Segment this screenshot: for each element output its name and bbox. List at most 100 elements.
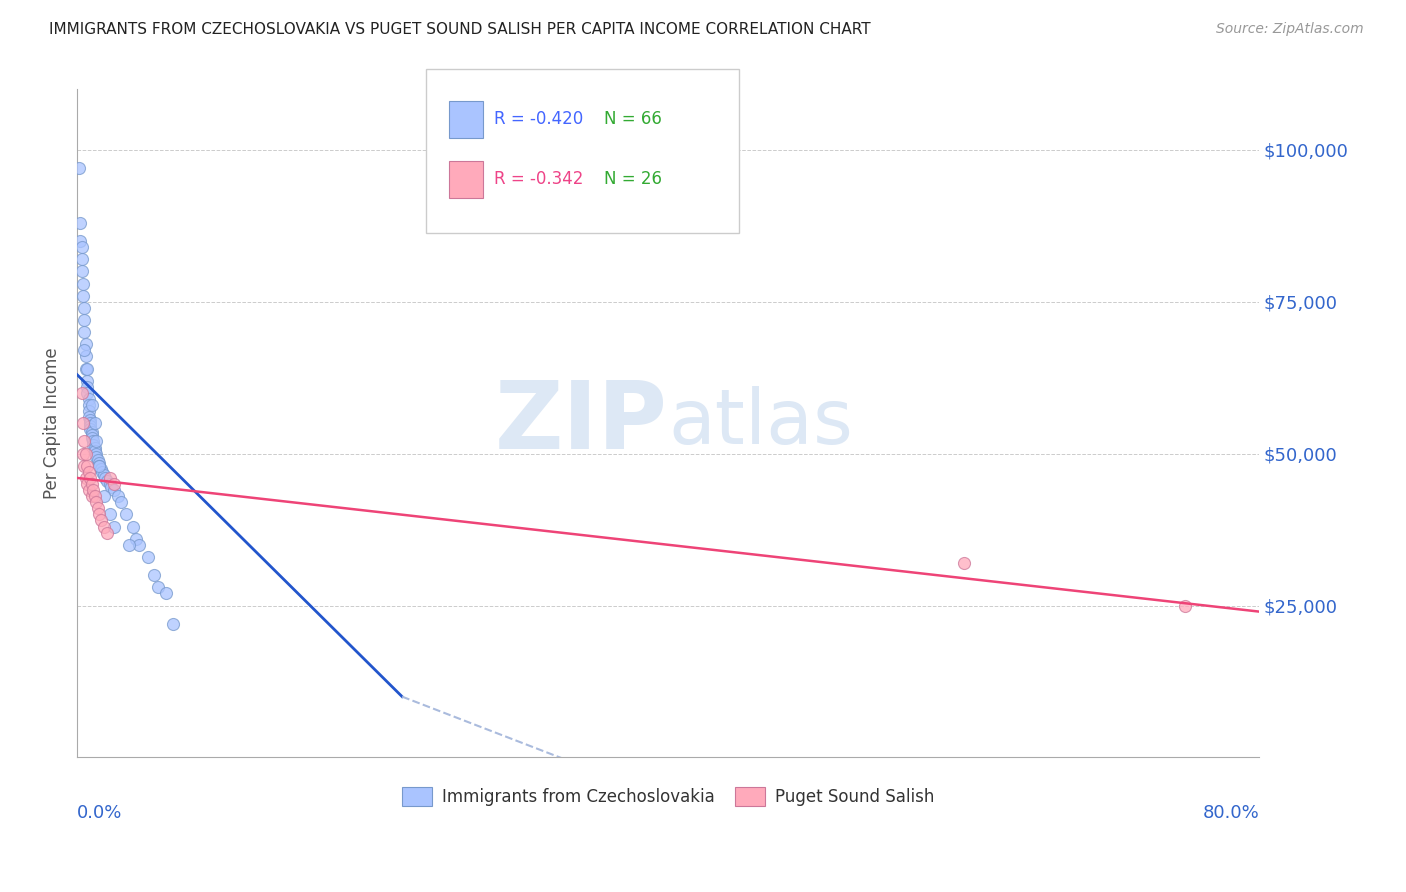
Point [75,447,97,461]
Point [76,385,98,400]
Point [82,434,104,449]
Point [98,471,121,485]
Point [72,417,94,431]
Point [77,465,100,479]
Point [93,467,115,482]
Point [84,447,107,461]
Text: N = 66: N = 66 [605,111,662,128]
Text: N = 26: N = 26 [605,170,662,188]
Point [103,519,125,533]
Point [79,422,101,436]
Point [67,161,90,175]
Point [82,437,104,451]
Text: ZIP: ZIP [495,377,668,469]
Point [115,508,138,522]
Point [100,480,122,494]
Point [70,264,93,278]
Point [87,452,110,467]
Point [80,477,103,491]
Point [72,447,94,461]
Point [83,441,105,455]
Point [107,489,129,503]
Point [82,483,104,497]
Point [90,513,112,527]
Point [91,465,114,479]
Point [80,432,103,446]
Point [72,288,94,302]
Point [128,538,150,552]
Point [96,474,118,488]
Point [952,556,974,570]
Point [76,361,98,376]
Point [93,489,115,503]
Point [77,398,100,412]
Point [77,410,100,425]
Point [89,458,111,473]
Point [84,495,107,509]
Point [69,234,91,248]
Text: 80.0%: 80.0% [1202,805,1260,822]
Point [73,434,96,449]
Point [79,417,101,431]
Point [87,501,110,516]
Text: R = -0.420: R = -0.420 [495,111,583,128]
Point [69,216,91,230]
Point [73,343,96,358]
Point [142,568,165,582]
Point [83,417,105,431]
Point [75,471,97,485]
Point [75,361,97,376]
Point [103,483,125,497]
Point [75,350,97,364]
Point [70,252,93,267]
Point [83,489,105,503]
Point [73,313,96,327]
Text: IMMIGRANTS FROM CZECHOSLOVAKIA VS PUGET SOUND SALISH PER CAPITA INCOME CORRELATI: IMMIGRANTS FROM CZECHOSLOVAKIA VS PUGET … [49,22,870,37]
Point [79,471,101,485]
Text: atlas: atlas [668,386,853,460]
Point [148,580,170,594]
Point [125,532,148,546]
Point [94,471,117,485]
Point [76,477,98,491]
Point [96,525,118,540]
Legend: Immigrants from Czechoslovakia, Puget Sound Salish: Immigrants from Czechoslovakia, Puget So… [395,780,941,813]
Point [76,380,98,394]
Point [103,477,125,491]
Point [76,458,98,473]
Point [79,419,101,434]
Point [136,549,159,564]
Point [77,483,100,497]
Point [80,428,103,442]
Point [93,519,115,533]
Point [77,404,100,418]
Point [118,538,141,552]
Point [77,392,100,406]
Point [98,508,121,522]
Text: Source: ZipAtlas.com: Source: ZipAtlas.com [1216,22,1364,37]
Point [80,489,103,503]
Point [83,443,105,458]
Point [98,477,121,491]
Point [162,616,184,631]
Point [73,458,96,473]
Point [70,240,93,254]
FancyBboxPatch shape [450,101,482,137]
Point [84,434,107,449]
Point [89,508,111,522]
Y-axis label: Per Capita Income: Per Capita Income [44,348,60,500]
Point [122,519,145,533]
Point [75,337,97,351]
Text: 0.0%: 0.0% [77,805,122,822]
Text: R = -0.342: R = -0.342 [495,170,583,188]
Point [155,586,177,600]
Point [73,301,96,315]
Point [72,277,94,291]
Point [110,495,132,509]
Point [80,425,103,440]
Point [1174,599,1197,613]
Point [84,450,107,464]
FancyBboxPatch shape [450,161,482,198]
Point [73,325,96,339]
Point [89,458,111,473]
